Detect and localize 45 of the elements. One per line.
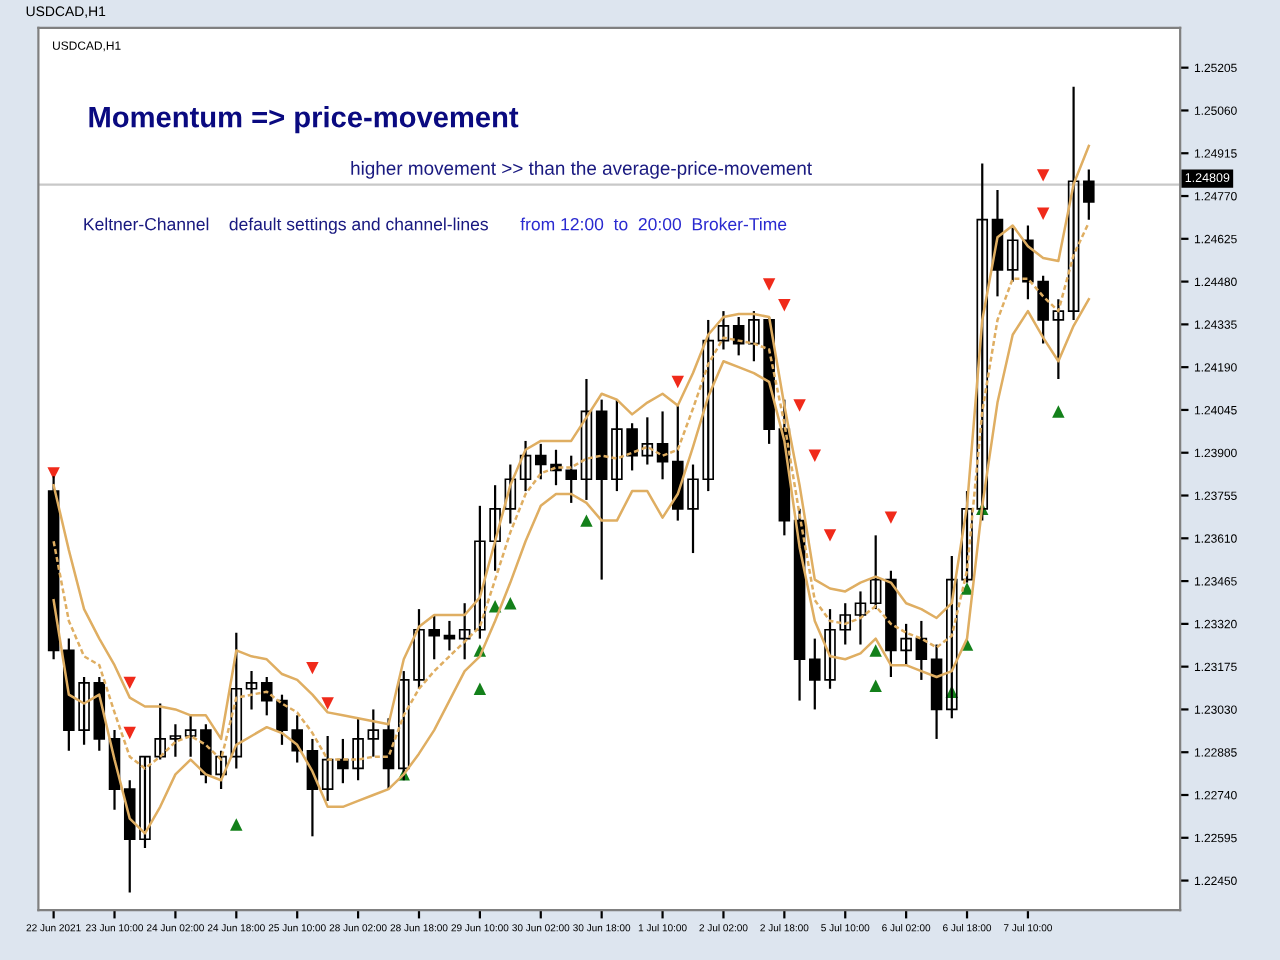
candlestick [869,534,882,611]
point [1036,169,1050,182]
point [960,582,974,595]
candlestick [1083,168,1095,221]
annotation: Keltner-Channel default settings and channel-lines [84,217,488,234]
point [47,467,60,480]
candlestick [854,590,867,646]
point [869,679,882,693]
candlestick [641,416,654,466]
point [123,676,136,690]
point [473,682,487,695]
point [1036,207,1050,220]
point [869,644,882,657]
point [884,511,898,524]
candlestick [915,619,928,682]
text: higher movement >> than the average-price-movement [351,161,812,179]
point [778,298,791,312]
point [808,449,822,462]
candlestick [519,439,532,493]
point [230,818,243,831]
point [762,278,776,291]
point [306,661,319,675]
candlestick [245,669,258,711]
candlestick [580,377,593,502]
point [123,726,136,740]
candlestick [260,675,273,717]
text: Momentum => price-movement [89,106,519,134]
candlestick [184,714,197,758]
point [823,529,837,542]
point [580,514,593,527]
point [1052,405,1065,418]
candlestick [458,602,471,661]
candlestick [169,723,182,758]
candlestick [367,708,380,758]
candlestick [1052,298,1065,381]
point [321,697,334,710]
annotation: from 12:00 to 20:00 Broker-Time [520,217,787,231]
point [504,597,517,610]
candlestick [1006,224,1019,283]
point [793,399,806,412]
candlestick [717,309,730,351]
candlestick [230,631,243,770]
point [671,375,684,389]
candlestick [321,734,334,803]
candlestick [1067,85,1080,322]
